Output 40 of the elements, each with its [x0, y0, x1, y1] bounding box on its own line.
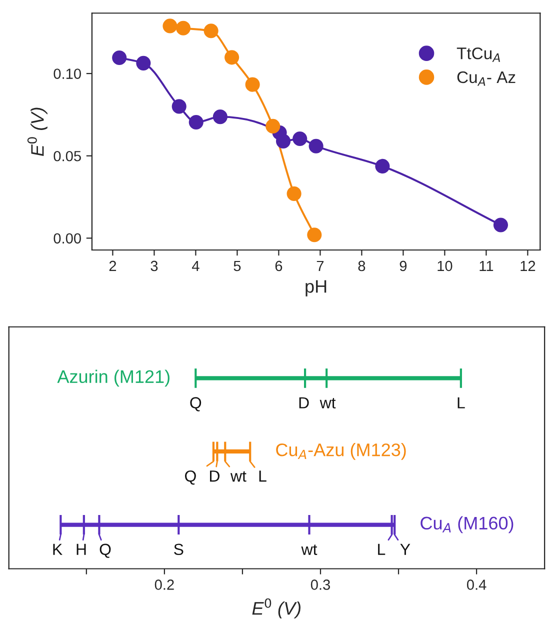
y-axis-title: E$^{0}$ (V) — [27, 108, 48, 156]
legend-label: Cu$_{A}$- Az — [457, 71, 516, 86]
data-label: L — [458, 397, 465, 408]
y-tick-label: 0.05 — [54, 150, 81, 162]
data-label: D — [299, 397, 309, 408]
y-tick-label: Cu$_{A}$-Azu (M123) — [276, 442, 406, 460]
x-tick-label: 9 — [400, 260, 407, 272]
data-label: wt — [301, 544, 318, 556]
data-label: Q — [185, 470, 196, 485]
y-tick-label: Azurin (M121) — [57, 370, 170, 387]
y-tick-label: Cu$_{A}$ (M160) — [420, 516, 514, 534]
data-label: L — [378, 544, 386, 555]
legend-label: TtCu$_{A}$ — [456, 47, 500, 62]
x-tick-label: 5 — [234, 260, 241, 272]
x-axis-title: E$^{0}$ (V) — [252, 598, 300, 618]
data-label: D — [210, 470, 220, 482]
x-tick-label: 7 — [316, 260, 324, 271]
x-tick-label: 0.4 — [466, 580, 486, 590]
x-tick-label: 10 — [438, 260, 452, 272]
data-label: wt — [230, 471, 246, 482]
x-axis-title: pH — [306, 280, 326, 296]
y-tick-label: 0.10 — [54, 68, 81, 79]
data-label: L — [259, 470, 266, 482]
x-tick-label: 12 — [520, 260, 536, 271]
x-tick-label: 0.2 — [154, 580, 174, 590]
x-tick-label: 0.3 — [310, 580, 330, 590]
data-label: wt — [320, 398, 336, 408]
data-label: Q — [190, 397, 202, 412]
x-tick-label: 6 — [275, 260, 282, 272]
x-tick-label: 4 — [192, 260, 200, 271]
x-tick-label: 2 — [109, 260, 116, 271]
y-tick-label: 0.00 — [54, 233, 81, 244]
data-label: H — [76, 544, 86, 555]
x-tick-label: 3 — [150, 260, 158, 272]
x-tick-label: 8 — [358, 260, 366, 272]
data-label: K — [53, 544, 62, 555]
data-label: Y — [400, 544, 410, 555]
data-label: S — [174, 544, 184, 556]
x-tick-label: 11 — [480, 260, 494, 271]
data-label: Q — [100, 544, 111, 558]
